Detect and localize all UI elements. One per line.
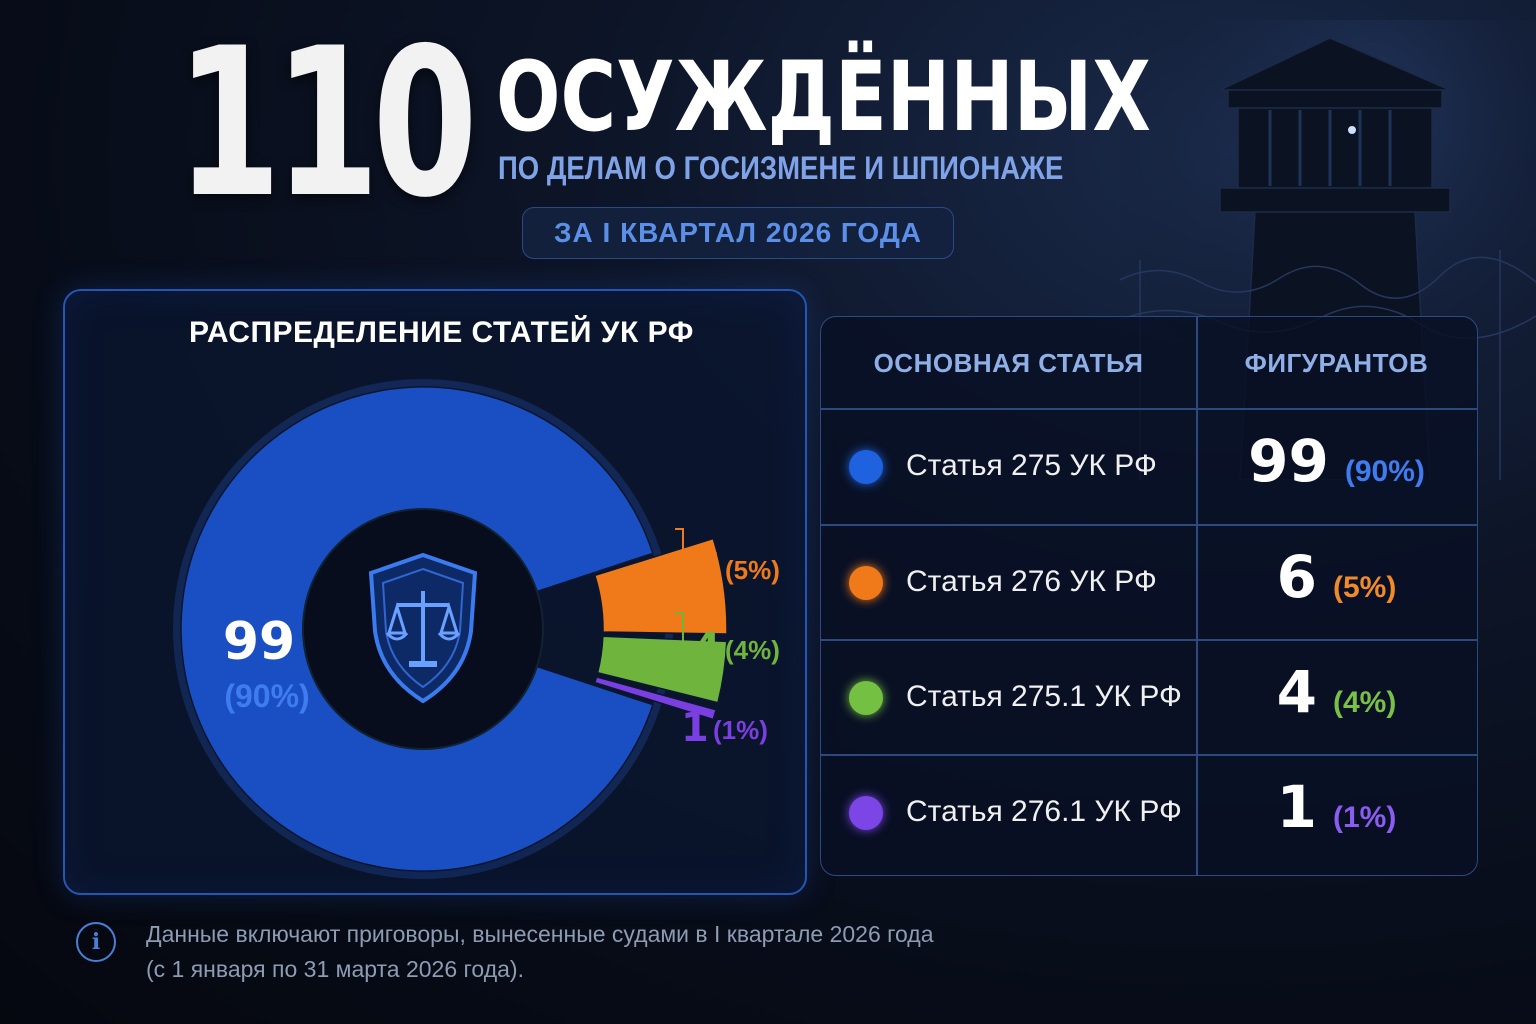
- article-label: Статья 275 УК РФ: [906, 449, 1157, 482]
- slice-percent-label: (1%): [713, 715, 768, 745]
- percent-value: (5%): [1333, 571, 1397, 604]
- slice-percent-label: (4%): [725, 635, 780, 665]
- table-row-divider: [821, 524, 1477, 526]
- article-label: Статья 275.1 УК РФ: [906, 680, 1182, 713]
- period-badge: ЗА I КВАРТАЛ 2026 ГОДА: [522, 207, 954, 259]
- percent-value: (4%): [1333, 686, 1397, 719]
- subheadline: ПО ДЕЛАМ О ГОСИЗМЕНЕ И ШПИОНАЖЕ: [498, 150, 1064, 186]
- donut-slice: [593, 675, 717, 721]
- footnote-line-1: Данные включают приговоры, вынесенные су…: [146, 921, 934, 947]
- legend-dot-275: [849, 450, 883, 484]
- label-bracket: [675, 528, 684, 608]
- period-label: ЗА I КВАРТАЛ 2026 ГОДА: [553, 217, 923, 248]
- slice-percent-label: (5%): [725, 555, 780, 585]
- count-value: 99: [1248, 427, 1329, 495]
- donut-slice: [596, 635, 728, 704]
- info-icon: i: [76, 922, 116, 962]
- label-bracket: [675, 612, 684, 686]
- footnote-line-2: (с 1 января по 31 марта 2026 года).: [146, 956, 524, 982]
- legend-dot-276: [849, 566, 883, 600]
- count-value: 4: [1276, 658, 1317, 726]
- percent-value: (1%): [1333, 801, 1397, 834]
- percent-value: (90%): [1344, 455, 1425, 488]
- table-row: Статья 275 УК РФ 99 (90%): [821, 409, 1477, 524]
- donut-slice: [593, 537, 728, 635]
- slice-value-label: 6: [693, 545, 721, 591]
- slice-value-label: 1: [681, 705, 709, 751]
- count-value: 6: [1276, 543, 1317, 611]
- chart-title: РАСПРЕДЕЛЕНИЕ СТАТЕЙ УК РФ: [189, 316, 694, 349]
- slice-percent-label: (90%): [224, 678, 309, 714]
- count-value: 1: [1276, 773, 1317, 841]
- column-header-count: ФИГУРАНТОВ: [1244, 347, 1429, 378]
- shield-scales-icon: [368, 552, 478, 704]
- article-label: Статья 276.1 УК РФ: [906, 795, 1182, 828]
- table-header-divider: [821, 408, 1477, 410]
- column-header-article: ОСНОВНАЯ СТАТЬЯ: [873, 347, 1144, 378]
- total-convicted-number: 110: [176, 5, 478, 243]
- table-row: Статья 276.1 УК РФ 1 (1%): [821, 755, 1477, 870]
- article-label: Статья 276 УК РФ: [906, 565, 1157, 598]
- table-row-divider: [821, 754, 1477, 756]
- slice-value-label: 4: [693, 625, 721, 671]
- donut-chart: 99 (90%) 6 (5%) 4 (4%) 1 (1%): [173, 379, 780, 879]
- legend-dot-275-1: [849, 681, 883, 715]
- articles-table: ОСНОВНАЯ СТАТЬЯ ФИГУРАНТОВ Статья 275 УК…: [820, 316, 1478, 876]
- slice-value-label: 99: [223, 612, 295, 672]
- legend-dot-276-1: [849, 796, 883, 830]
- headline: ОСУЖДЁННЫХ: [496, 41, 1151, 153]
- table-row: Статья 276 УК РФ 6 (5%): [821, 525, 1477, 640]
- table-column-divider: [1196, 317, 1198, 875]
- table-row: Статья 275.1 УК РФ 4 (4%): [821, 640, 1477, 755]
- table-row-divider: [821, 639, 1477, 641]
